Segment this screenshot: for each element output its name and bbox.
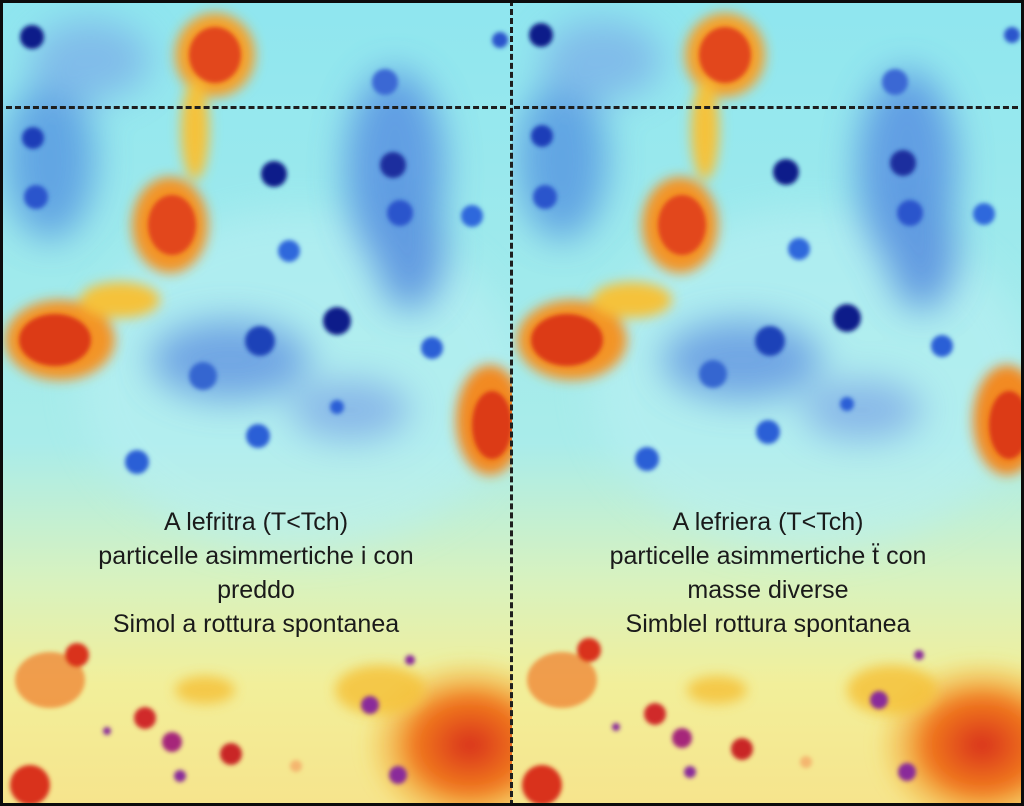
right-caption-line-2: particelle asimmertiche ẗ con	[609, 542, 927, 570]
left-horizontal-dashed-line	[6, 106, 506, 109]
right-field-image	[512, 0, 1024, 806]
left-caption-line-1: A lefritra (T<Tch)	[163, 508, 349, 536]
right-caption: A lefriera (T<Tch) particelle asimmertic…	[512, 505, 1024, 641]
right-caption-line-4: Simblel rottura spontanea	[625, 610, 911, 638]
left-panel: A lefritra (T<Tch) particelle asimmertic…	[0, 0, 512, 806]
right-caption-line-3: masse diverse	[687, 576, 849, 604]
right-caption-line-1: A lefriera (T<Tch)	[672, 508, 864, 536]
left-caption-line-4: Simol a rottura spontanea	[112, 610, 400, 638]
left-caption-line-2: particelle asimmertiche i con	[98, 542, 414, 570]
left-caption-line-3: preddo	[217, 576, 295, 604]
right-horizontal-dashed-line	[514, 106, 1018, 109]
vertical-dashed-divider	[510, 0, 513, 806]
right-panel: A lefriera (T<Tch) particelle asimmertic…	[512, 0, 1024, 806]
left-caption: A lefritra (T<Tch) particelle asimmertic…	[0, 505, 512, 641]
left-field-image	[0, 0, 512, 806]
